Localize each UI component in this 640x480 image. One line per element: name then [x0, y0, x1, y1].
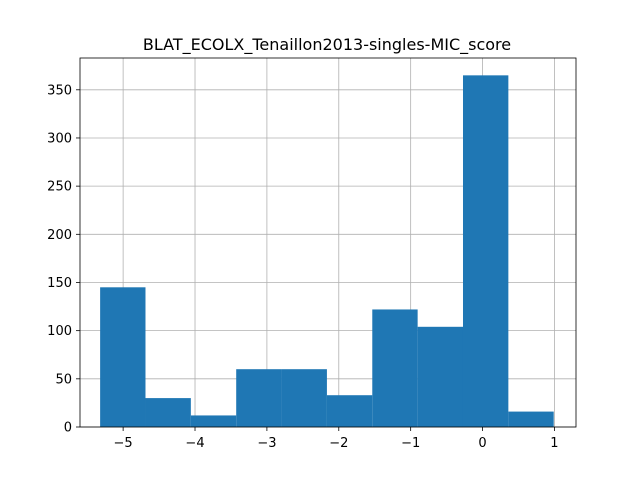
- x-tick-label: −3: [257, 436, 276, 451]
- x-tick-label: −1: [401, 436, 420, 451]
- y-tick-label: 100: [47, 324, 72, 339]
- x-tick-label: 0: [478, 436, 486, 451]
- histogram-bar: [236, 369, 282, 427]
- bars-layer: [100, 75, 554, 427]
- x-tick-label: −4: [185, 436, 204, 451]
- y-tick-label: 350: [47, 83, 72, 98]
- x-tick-label: −5: [114, 436, 133, 451]
- y-tick-label: 200: [47, 228, 72, 243]
- histogram-bar: [190, 415, 237, 427]
- x-tick-label: −2: [329, 436, 348, 451]
- histogram-bar: [281, 369, 327, 427]
- histogram-bar: [145, 398, 191, 427]
- histogram-bar: [100, 287, 146, 427]
- histogram-bar: [417, 326, 463, 427]
- axes-frame: [79, 57, 577, 428]
- y-tick-label: 0: [64, 421, 72, 436]
- histogram-bar: [372, 309, 418, 427]
- chart-title: BLAT_ECOLX_Tenaillon2013-singles-MIC_sco…: [143, 35, 511, 55]
- y-tick-label: 300: [47, 131, 72, 146]
- x-tick-label: 1: [550, 436, 558, 451]
- histogram-bar: [462, 75, 509, 427]
- y-tick-label: 150: [47, 276, 72, 291]
- y-tick-label: 250: [47, 180, 72, 195]
- y-tick-label: 50: [55, 372, 72, 387]
- ticks-layer: −5 −4 −3 −2 −1 0 1 0 50 100 150 200 250 300 350: [47, 83, 558, 451]
- histogram-bar: [508, 411, 554, 427]
- histogram-bar: [326, 395, 373, 427]
